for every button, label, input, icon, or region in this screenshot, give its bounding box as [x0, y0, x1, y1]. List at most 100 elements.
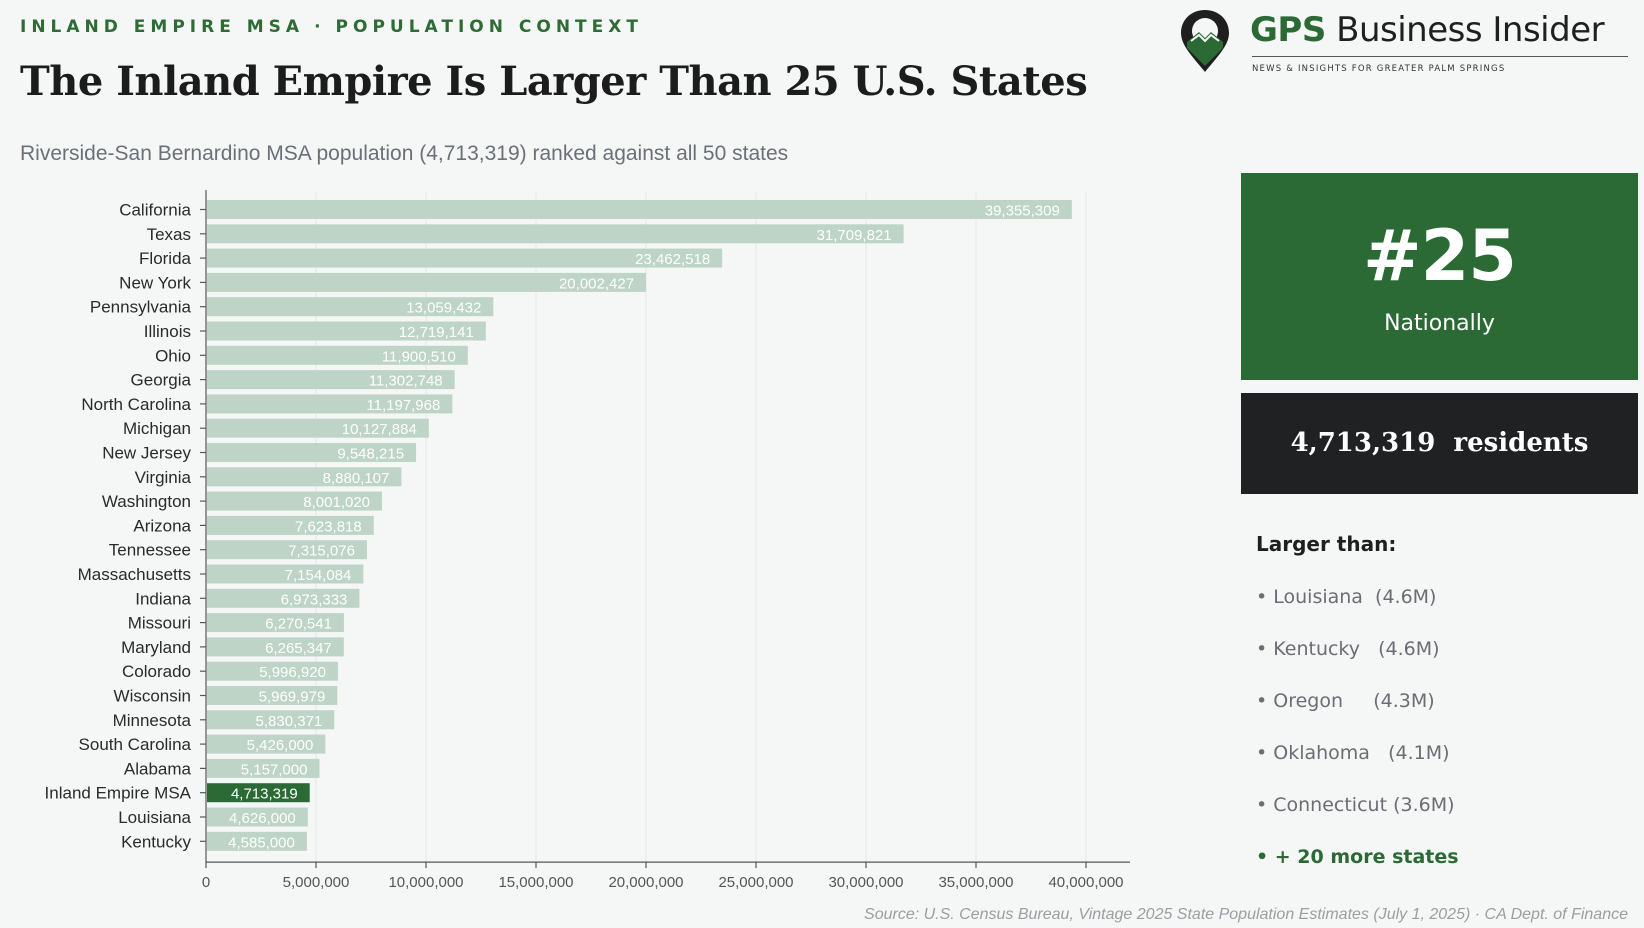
data-label: 6,270,541 — [265, 616, 332, 633]
data-label: 31,709,821 — [817, 227, 892, 244]
rank-card: #25 Nationally — [1241, 173, 1638, 380]
bar — [207, 491, 383, 511]
category-label: Kentucky — [121, 832, 191, 851]
category-label: South Carolina — [79, 735, 192, 754]
residents-card: 4,713,319 residents — [1241, 393, 1638, 494]
data-label: 4,713,319 — [231, 786, 298, 803]
bar — [207, 734, 326, 754]
x-tick-label: 30,000,000 — [828, 874, 903, 891]
data-label: 5,969,979 — [259, 689, 326, 706]
brand-name: GPS Business Insider — [1250, 10, 1605, 50]
category-label: Arizona — [133, 516, 191, 535]
category-label: Pennsylvania — [90, 298, 192, 317]
x-tick-label: 5,000,000 — [283, 874, 350, 891]
brand-tagline: NEWS & INSIGHTS FOR GREATER PALM SPRINGS — [1252, 64, 1506, 74]
kicker-separator: · — [314, 17, 326, 37]
bar — [207, 710, 335, 730]
bar — [207, 758, 320, 778]
data-label: 4,585,000 — [228, 834, 295, 851]
data-label: 20,002,427 — [559, 275, 634, 292]
more-states-item: • + 20 more states — [1256, 846, 1459, 868]
bar — [207, 394, 453, 414]
category-label: Illinois — [144, 322, 191, 341]
bar — [207, 637, 344, 657]
category-label: Massachusetts — [78, 565, 191, 584]
category-label: New Jersey — [102, 444, 191, 463]
category-label: Washington — [102, 492, 191, 511]
kicker-right: POPULATION CONTEXT — [335, 17, 643, 37]
bar — [207, 200, 1072, 219]
brand-accent: GPS — [1250, 10, 1326, 50]
list-item: • Connecticut (3.6M) — [1256, 794, 1455, 816]
bar — [207, 418, 429, 438]
larger-than-heading: Larger than: — [1256, 532, 1397, 556]
bar-highlight — [207, 783, 310, 803]
category-label: Florida — [139, 249, 192, 268]
brand-divider — [1252, 56, 1628, 57]
category-label: Missouri — [128, 614, 191, 633]
bar — [207, 297, 494, 317]
data-label: 12,719,141 — [399, 324, 474, 341]
data-label: 8,001,020 — [303, 494, 370, 511]
data-label: 6,973,333 — [281, 591, 348, 608]
category-label: North Carolina — [81, 395, 191, 414]
kicker: INLAND EMPIRE MSA · POPULATION CONTEXT — [20, 17, 643, 37]
list-item: • Oklahoma (4.1M) — [1256, 742, 1450, 764]
data-label: 5,830,371 — [256, 713, 323, 730]
data-label: 11,302,748 — [369, 373, 443, 390]
bar — [207, 588, 360, 608]
brand-logo[interactable]: GPS Business Insider NEWS & INSIGHTS FOR… — [1178, 8, 1638, 78]
rank-value: #25 — [1362, 215, 1517, 297]
data-label: 5,157,000 — [241, 761, 308, 778]
residents-value: 4,713,319 residents — [1290, 428, 1589, 458]
brand-rest: Business Insider — [1336, 10, 1605, 50]
bar — [207, 272, 647, 292]
data-label: 11,197,968 — [366, 397, 440, 414]
category-label: Colorado — [122, 662, 191, 681]
category-label: Maryland — [121, 638, 191, 657]
data-label: 11,900,510 — [382, 348, 456, 365]
page-title: The Inland Empire Is Larger Than 25 U.S.… — [20, 58, 1088, 105]
category-label: Georgia — [131, 371, 192, 390]
list-item: • Oregon (4.3M) — [1256, 690, 1435, 712]
bar — [207, 831, 307, 851]
category-label: Michigan — [123, 419, 191, 438]
data-label: 7,315,076 — [288, 543, 355, 560]
category-label: Alabama — [124, 759, 192, 778]
bar — [207, 345, 468, 365]
category-label: Virginia — [135, 468, 192, 487]
x-tick-label: 40,000,000 — [1048, 874, 1123, 891]
x-tick-label: 20,000,000 — [608, 874, 683, 891]
larger-than-list: • Louisiana (4.6M) • Kentucky (4.6M) • O… — [1256, 586, 1636, 898]
bar — [207, 686, 338, 705]
list-item: • Louisiana (4.6M) — [1256, 586, 1437, 608]
x-tick-label: 15,000,000 — [498, 874, 573, 891]
data-label: 39,355,309 — [985, 203, 1060, 220]
category-label: California — [119, 201, 191, 220]
bar — [207, 370, 455, 390]
category-label: Wisconsin — [114, 687, 191, 706]
population-bar-chart: California 39,355,309 Texas 31,709,821 Flori… — [45, 190, 1130, 891]
category-label: Indiana — [135, 589, 191, 608]
page-subtitle: Riverside-San Bernardino MSA population … — [20, 142, 789, 165]
bar — [207, 224, 904, 244]
data-label: 8,880,107 — [323, 470, 390, 487]
x-tick-label: 10,000,000 — [388, 874, 463, 891]
source-note: Source: U.S. Census Bureau, Vintage 2025… — [864, 906, 1628, 923]
category-label: Minnesota — [113, 711, 192, 730]
data-label: 6,265,347 — [265, 640, 332, 657]
category-label: Tennessee — [109, 541, 191, 560]
category-label: Inland Empire MSA — [45, 784, 192, 803]
bar — [207, 807, 308, 827]
data-label: 5,426,000 — [247, 737, 314, 754]
x-tick-label: 35,000,000 — [938, 874, 1013, 891]
list-item: • Kentucky (4.6M) — [1256, 638, 1440, 660]
category-label: Louisiana — [118, 808, 191, 827]
data-label: 5,996,920 — [259, 664, 326, 681]
category-label: Ohio — [155, 346, 191, 365]
category-label: New York — [119, 273, 191, 292]
bar — [207, 613, 344, 633]
data-label: 13,059,432 — [406, 300, 481, 317]
map-pin-mountain-icon — [1181, 10, 1229, 72]
data-label: 4,626,000 — [229, 810, 296, 827]
